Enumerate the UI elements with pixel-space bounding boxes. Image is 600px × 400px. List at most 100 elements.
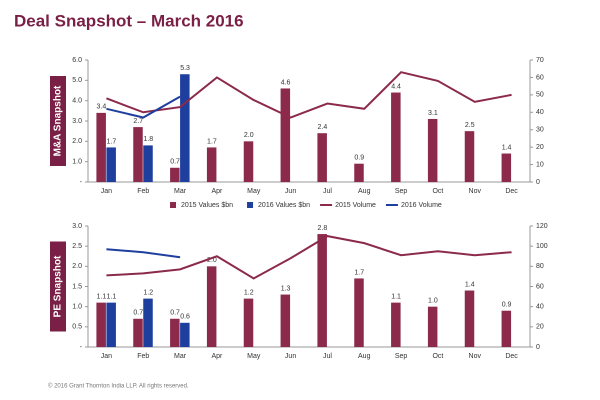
bar: [170, 318, 180, 347]
x-tick-label: Feb: [137, 353, 149, 360]
y2-tick-label: 50: [536, 92, 544, 99]
y2-tick-label: 0: [536, 179, 540, 186]
x-tick-label: Jun: [285, 188, 296, 195]
bar: [464, 131, 475, 182]
data-label: 1.7: [207, 138, 217, 145]
data-label: 1.3: [281, 285, 291, 292]
bar: [180, 74, 190, 182]
bar: [427, 306, 438, 347]
bar: [501, 310, 512, 347]
y2-tick-label: 0: [536, 344, 540, 351]
x-tick-label: Dec: [505, 353, 518, 360]
data-label: 1.7: [107, 138, 117, 145]
data-label: 1.0: [428, 298, 438, 305]
legend-label: 2016 Values $bn: [258, 202, 310, 209]
data-label: 4.6: [281, 79, 291, 86]
bar: [96, 112, 106, 182]
y2-tick-label: 60: [536, 283, 544, 290]
x-tick-label: Nov: [469, 353, 482, 360]
data-label: 1.8: [143, 136, 153, 143]
x-tick-label: Sep: [395, 188, 408, 195]
y-tick-label: 3.0: [72, 118, 82, 125]
data-label: 1.2: [244, 289, 254, 296]
x-tick-label: Jul: [323, 188, 332, 195]
legend-swatch: [170, 202, 176, 208]
data-label: 2.5: [465, 122, 475, 129]
y-tick-label: -: [80, 179, 83, 186]
x-tick-label: May: [247, 353, 261, 360]
bar: [317, 234, 327, 347]
data-label: 0.7: [170, 159, 180, 166]
y-tick-label: 2.0: [72, 263, 82, 270]
bar: [317, 133, 327, 182]
bar: [133, 127, 143, 182]
bar: [206, 266, 217, 347]
data-label: 2.0: [244, 132, 254, 139]
data-label: 0.7: [133, 310, 143, 317]
x-tick-label: Dec: [505, 188, 518, 195]
bar: [96, 302, 106, 347]
bar: [391, 92, 401, 182]
y-tick-label: -: [80, 344, 83, 351]
footer: © 2016 Grant Thornton India LLP. All rig…: [48, 383, 189, 390]
y2-tick-label: 80: [536, 263, 544, 270]
data-label: 0.9: [354, 155, 364, 162]
bar: [180, 322, 190, 347]
legend-label: 2015 Values $bn: [181, 202, 233, 209]
y2-tick-label: 40: [536, 109, 544, 116]
x-tick-label: May: [247, 188, 261, 195]
bar: [106, 147, 116, 182]
page-title: Deal Snapshot – March 2016: [14, 11, 244, 30]
data-label: 1.1: [107, 293, 117, 300]
y-tick-label: 0.5: [72, 324, 82, 331]
x-tick-label: Sep: [395, 353, 408, 360]
y-tick-label: 2.0: [72, 138, 82, 145]
x-tick-label: Apr: [211, 353, 223, 360]
bar: [143, 145, 153, 182]
data-label: 2.0: [207, 257, 217, 264]
bar: [133, 318, 143, 347]
bar: [427, 118, 438, 182]
line: [106, 71, 512, 119]
x-tick-label: Mar: [174, 188, 187, 195]
y2-tick-label: 10: [536, 161, 544, 168]
y-tick-label: 1.0: [72, 304, 82, 311]
bar: [243, 141, 254, 182]
bar: [170, 167, 180, 182]
bar: [280, 294, 291, 347]
bar: [106, 302, 116, 347]
data-label: 1.2: [143, 289, 153, 296]
side-label: M&A Snapshot: [53, 85, 64, 156]
data-label: 1.4: [502, 144, 512, 151]
x-tick-label: Oct: [432, 353, 443, 360]
legend-label: 2016 Volume: [401, 202, 442, 209]
y-tick-label: 1.5: [72, 283, 82, 290]
bar: [501, 153, 512, 182]
y-tick-label: 1.0: [72, 159, 82, 166]
line: [106, 248, 181, 259]
x-tick-label: Aug: [358, 353, 371, 360]
y2-tick-label: 20: [536, 324, 544, 331]
bar: [143, 298, 153, 347]
x-tick-label: Nov: [469, 188, 482, 195]
data-label: 1.4: [465, 281, 475, 288]
data-label: 5.3: [180, 65, 190, 72]
data-label: 2.4: [318, 124, 328, 131]
bar: [354, 163, 364, 182]
y2-tick-label: 40: [536, 304, 544, 311]
y-tick-label: 3.0: [72, 223, 82, 230]
legend-label: 2015 Volume: [335, 202, 376, 209]
x-tick-label: Aug: [358, 188, 371, 195]
y2-tick-label: 20: [536, 144, 544, 151]
data-label: 2.7: [133, 118, 143, 125]
y-tick-label: 2.5: [72, 243, 82, 250]
y2-tick-label: 100: [536, 243, 548, 250]
bar: [464, 290, 475, 347]
y2-tick-label: 120: [536, 223, 548, 230]
x-tick-label: Jun: [285, 353, 296, 360]
x-tick-label: Jul: [323, 353, 332, 360]
bar: [206, 147, 217, 182]
data-label: 3.1: [428, 110, 438, 117]
side-label: PE Snapshot: [53, 255, 64, 317]
x-tick-label: Jan: [101, 188, 112, 195]
